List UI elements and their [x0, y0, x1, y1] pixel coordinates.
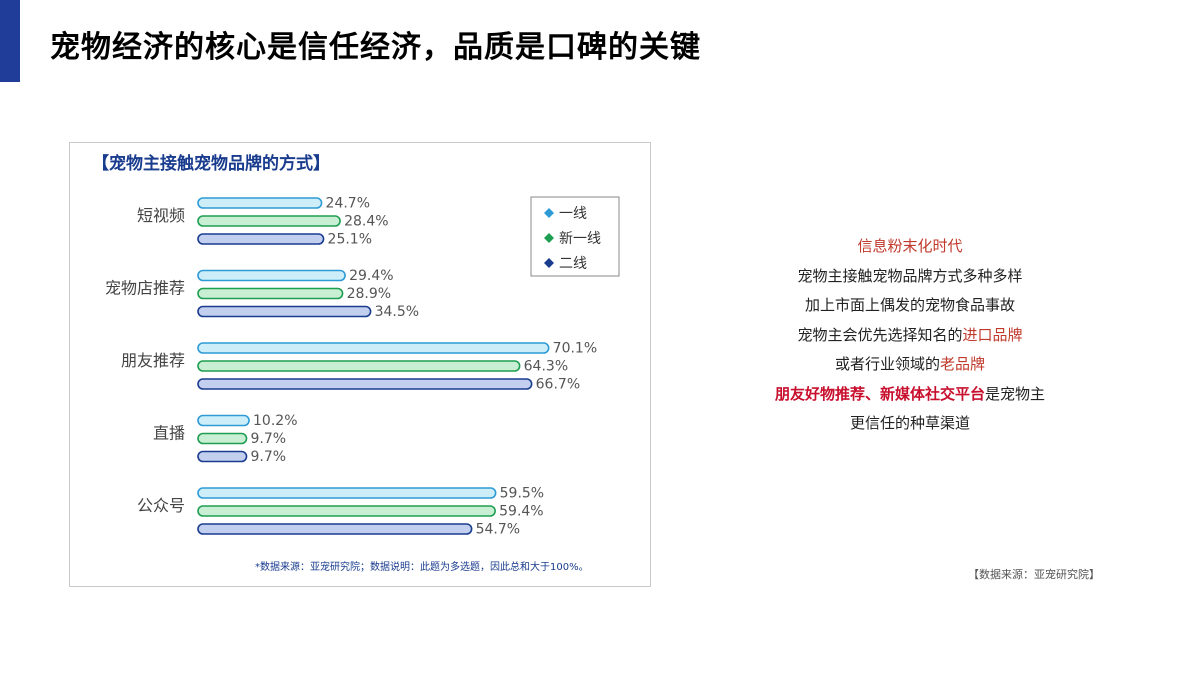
- data-label: 9.7%: [251, 449, 287, 465]
- data-label: 70.1%: [553, 341, 597, 357]
- data-label: 29.4%: [349, 268, 393, 284]
- bar-一线: [197, 342, 550, 354]
- data-label: 28.4%: [344, 214, 388, 230]
- data-label: 59.4%: [499, 504, 543, 520]
- category-label: 公众号: [137, 496, 185, 515]
- insight-line-4-prefix: 宠物主会优先选择知名的: [797, 325, 963, 344]
- data-label: 28.9%: [347, 286, 391, 302]
- insight-text: 信息粉末化时代 宠物主接触宠物品牌方式多种多样 加上市面上偶发的宠物食品事故 宠…: [730, 232, 1090, 439]
- data-label: 64.3%: [524, 359, 568, 375]
- insight-line-5-prefix: 或者行业领域的: [834, 355, 940, 373]
- data-label: 10.2%: [253, 413, 297, 429]
- chart-panel: 【宠物主接触宠物品牌的方式】短视频 24.7% 28.4% 25.1% 宠物店推荐 29.…: [69, 142, 651, 587]
- data-label: 25.1%: [328, 232, 372, 248]
- data-label: 34.5%: [375, 304, 419, 320]
- data-label: 59.5%: [500, 486, 544, 502]
- data-label: 66.7%: [536, 377, 580, 393]
- category-label: 直播: [153, 424, 185, 443]
- legend-label: 一线: [559, 206, 587, 222]
- slide-title: 宠物经济的核心是信任经济，品质是口碑的关键: [50, 30, 701, 65]
- bar-二线: [197, 233, 325, 245]
- insight-line-6-highlight: 朋友好物推荐、新媒体社交平台: [774, 384, 985, 403]
- legend-marker-icon: [544, 233, 554, 243]
- legend-marker-icon: [544, 258, 554, 268]
- bar-二线: [197, 450, 248, 463]
- bar-二线: [197, 305, 372, 318]
- chart-footnote: *数据来源：亚宠研究院；数据说明：此题为多选题，因此总和大于100%。: [255, 560, 589, 573]
- category-label: 宠物店推荐: [105, 279, 185, 298]
- insight-line-6: 朋友好物推荐、新媒体社交平台是宠物主: [730, 380, 1090, 410]
- legend-marker-icon: [544, 208, 554, 218]
- bar-新一线: [197, 287, 344, 300]
- category-label: 短视频: [137, 206, 185, 225]
- source-note: 【数据来源：亚宠研究院】: [968, 568, 1100, 581]
- insight-line-6-suffix: 是宠物主: [985, 384, 1046, 403]
- insight-line-3: 加上市面上偶发的宠物食品事故: [804, 296, 1015, 314]
- bar-新一线: [197, 505, 496, 517]
- bar-二线: [197, 378, 533, 390]
- bar-一线: [197, 269, 346, 282]
- data-label: 9.7%: [251, 431, 287, 447]
- bar-新一线: [197, 215, 341, 227]
- category-label: 朋友推荐: [121, 351, 185, 370]
- insight-line-5-highlight: 老品牌: [940, 355, 986, 373]
- data-label: 24.7%: [326, 196, 370, 212]
- insight-line-2: 宠物主接触宠物品牌方式多种多样: [797, 266, 1023, 285]
- bar-新一线: [197, 432, 248, 445]
- insight-line-4: 宠物主会优先选择知名的进口品牌: [730, 321, 1090, 351]
- bar-一线: [197, 197, 323, 209]
- chart-title: 【宠物主接触宠物品牌的方式】: [92, 153, 330, 174]
- bar-一线: [197, 414, 250, 427]
- title-accent-bar: [0, 0, 20, 82]
- bar-二线: [197, 523, 473, 535]
- insight-line-1: 信息粉末化时代: [857, 237, 963, 255]
- insight-line-4-highlight: 进口品牌: [962, 325, 1023, 344]
- legend-label: 新一线: [559, 231, 601, 247]
- legend-label: 二线: [559, 256, 587, 272]
- insight-line-7: 更信任的种草渠道: [849, 414, 970, 432]
- bar-新一线: [197, 360, 521, 372]
- insight-line-5: 或者行业领域的老品牌: [730, 350, 1090, 380]
- bar-chart: 【宠物主接触宠物品牌的方式】短视频 24.7% 28.4% 25.1% 宠物店推荐 29.…: [92, 153, 620, 573]
- data-label: 54.7%: [476, 522, 520, 538]
- bar-一线: [197, 487, 497, 499]
